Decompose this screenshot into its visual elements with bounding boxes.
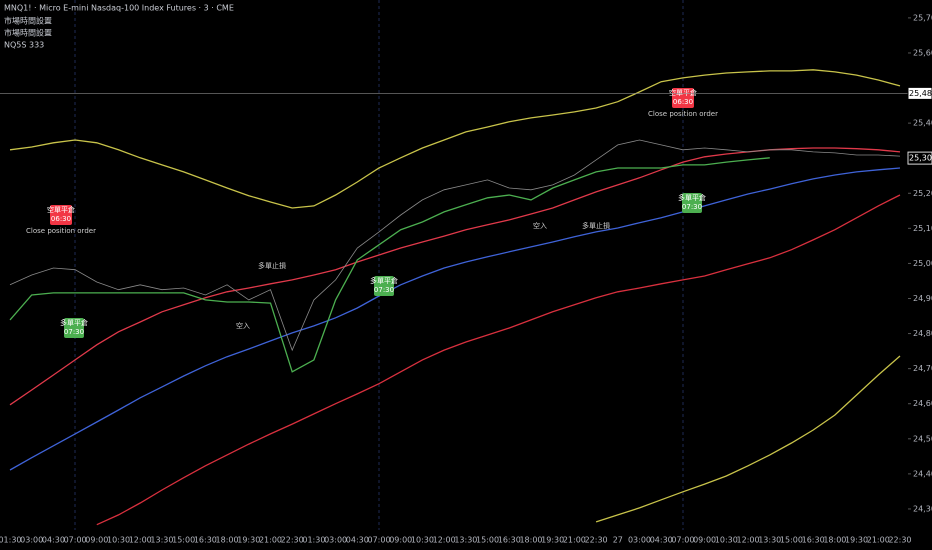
annotation-text: 空入 (236, 321, 250, 330)
x-tick-label: 10:30 (411, 536, 434, 545)
annotation-text: 多單止損 (258, 261, 286, 270)
y-tick-label: 24,700.00 (913, 364, 932, 373)
annotation-text: 多單平倉 (678, 193, 706, 202)
y-tick-label: 25,700.00 (913, 13, 932, 22)
series-line (9, 157, 770, 373)
annotation-text: 空單平倉 (669, 88, 697, 97)
x-tick-label: 18:00 (823, 536, 846, 545)
price-label: 25,484.75 (909, 89, 932, 98)
x-tick-label: 03:00 (628, 536, 651, 545)
x-tick-label: 07:00 (671, 536, 694, 545)
x-tick-label: 10:30 (715, 536, 738, 545)
series-line (9, 147, 901, 406)
series-line (9, 139, 901, 352)
x-tick-label: 15:00 (476, 536, 499, 545)
x-tick-label: 13:30 (150, 536, 173, 545)
x-tick-label: 18:00 (216, 536, 239, 545)
y-tick-label: 24,900.00 (913, 294, 932, 303)
x-tick-label: 22:30 (585, 536, 608, 545)
x-tick-label: 21:00 (259, 536, 282, 545)
annotation-text: Close position order (26, 227, 96, 235)
x-tick-label: 15:00 (780, 536, 803, 545)
x-tick-label: 22:30 (888, 536, 911, 545)
price-label-box (907, 86, 932, 100)
annotation-text: 空單平倉 (47, 205, 75, 214)
x-tick-label: 27 (613, 536, 623, 545)
series-line (96, 194, 901, 526)
y-tick-label: 24,300.00 (913, 504, 932, 513)
annotation-text: Close position order (648, 110, 718, 118)
last-price-label: 25,300.25 (909, 154, 932, 163)
annotation-box (682, 193, 702, 213)
annotation-text: 多單止損 (582, 221, 610, 230)
x-tick-label: 07:00 (64, 536, 87, 545)
annotation: 空單平倉 06:30 Close position order (648, 88, 718, 118)
plot-area (9, 69, 901, 526)
series-line (9, 167, 901, 471)
x-tick-label: 01:30 (302, 536, 325, 545)
x-tick-label: 13:30 (454, 536, 477, 545)
last-price-box (907, 151, 932, 165)
annotation-text: 07:30 (374, 286, 394, 294)
x-tick-label: 03:00 (20, 536, 43, 545)
indicator: 市場時間設置 (4, 28, 52, 38)
indicator: NQ5S 333 (4, 41, 44, 50)
indicator: 市場時間設置 (4, 16, 52, 26)
x-tick-label: 09:00 (389, 536, 412, 545)
x-tick-label: 19:30 (541, 536, 564, 545)
x-tick-label: 15:00 (172, 536, 195, 545)
series-line (595, 355, 901, 523)
x-tick-label: 04:30 (650, 536, 673, 545)
y-tick-label: 25,600.00 (913, 48, 932, 57)
x-tick-label: 07:00 (367, 536, 390, 545)
annotation-text: 多單平倉 (60, 318, 88, 327)
x-tick-label: 19:30 (845, 536, 868, 545)
annotation-text: 07:30 (682, 203, 702, 211)
annotation-text: 空入 (533, 221, 547, 230)
x-tick-label: 01:30 (0, 536, 22, 545)
x-tick-label: 21:00 (563, 536, 586, 545)
y-tick-label: 24,600.00 (913, 399, 932, 408)
x-tick-label: 19:30 (237, 536, 260, 545)
x-tick-label: 18:00 (519, 536, 542, 545)
x-tick-label: 09:00 (693, 536, 716, 545)
x-tick-label: 12:00 (129, 536, 152, 545)
x-tick-label: 04:30 (346, 536, 369, 545)
annotation: 多單平倉 07:30 (678, 193, 706, 213)
annotation-text: 07:30 (64, 328, 84, 336)
y-tick-label: 25,400.00 (913, 119, 932, 128)
y-tick-label: 25,000.00 (913, 259, 932, 268)
annotation-box (672, 88, 694, 108)
y-tick-label: 24,800.00 (913, 329, 932, 338)
x-tick-label: 09:00 (85, 536, 108, 545)
annotation-text: 06:30 (51, 215, 71, 223)
y-tick-label: 25,100.00 (913, 224, 932, 233)
y-tick-label: 24,400.00 (913, 469, 932, 478)
y-tick-label: 24,500.00 (913, 434, 932, 443)
x-tick-label: 16:30 (802, 536, 825, 545)
x-tick-label: 03:00 (324, 536, 347, 545)
symbol: MNQ1! · Micro E-mini Nasdaq-100 Index Fu… (4, 4, 234, 13)
x-tick-label: 10:30 (107, 536, 130, 545)
x-tick-label: 12:00 (433, 536, 456, 545)
annotation: 多單平倉 07:30 (60, 318, 88, 338)
x-tick-label: 04:30 (42, 536, 65, 545)
annotation-box (374, 276, 394, 296)
y-tick-label: 25,200.00 (913, 189, 932, 198)
annotation-text: 多單平倉 (370, 276, 398, 285)
x-tick-label: 12:00 (737, 536, 760, 545)
x-tick-label: 21:00 (867, 536, 890, 545)
annotation-box (64, 318, 84, 338)
x-tick-label: 16:30 (498, 536, 521, 545)
annotation: 空單平倉 06:30 Close position order (26, 205, 96, 235)
x-tick-label: 22:30 (281, 536, 304, 545)
annotation: 多單平倉 07:30 (370, 276, 398, 296)
x-tick-label: 16:30 (194, 536, 217, 545)
annotation-text: 06:30 (673, 98, 693, 106)
series-line (9, 69, 901, 209)
x-tick-label: 13:30 (758, 536, 781, 545)
annotation-box (50, 205, 72, 225)
